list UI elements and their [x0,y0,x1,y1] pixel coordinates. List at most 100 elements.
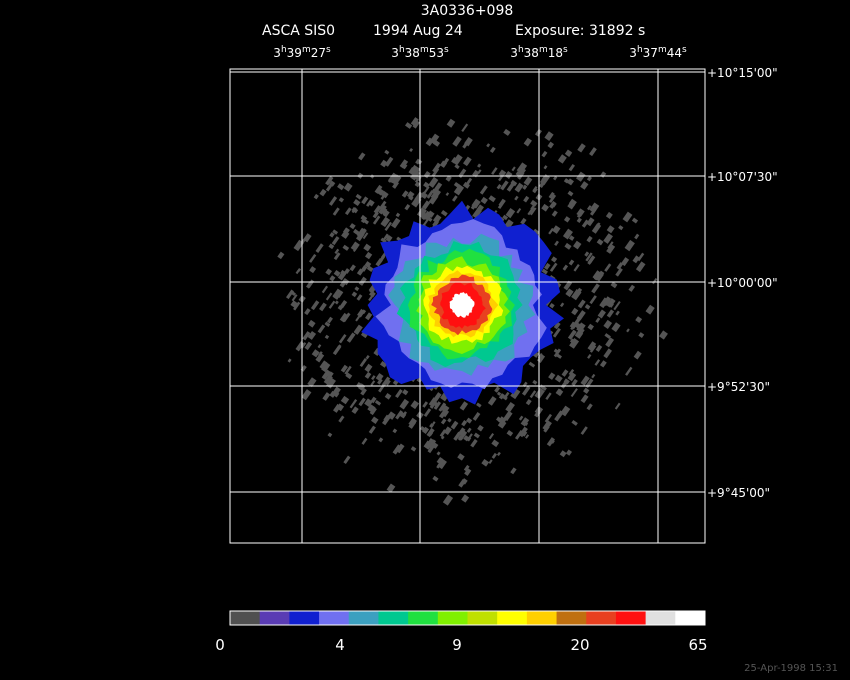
photon-patch [635,316,643,324]
photon-patch [321,369,331,380]
photon-patch [481,458,490,467]
photon-patch [547,141,554,149]
photon-patch [432,401,438,407]
photon-patch [638,332,645,338]
date: 1994 Aug 24 [373,23,463,39]
photon-patch [426,427,435,438]
photon-patch [369,407,377,416]
photon-patch [412,120,420,129]
photon-patch [349,223,356,230]
ra-label-part: 27 [311,46,326,60]
dec-label: +10°07'30" [707,170,778,184]
photon-patch [343,182,353,192]
ra-label-part: m [420,45,429,55]
photon-patch [522,184,528,190]
photon-patch [328,196,338,206]
photon-patch [457,435,463,441]
photon-patch [319,302,327,312]
photon-patch [402,389,409,396]
photon-patch [534,128,542,137]
photon-patch [380,205,386,211]
photon-patch [377,188,385,196]
photon-patch [461,123,469,133]
photon-patch [571,307,579,316]
photon-patch [497,199,506,209]
photon-patch [556,388,562,395]
photon-patch [589,344,597,353]
photon-patch [429,423,435,429]
photon-patch [479,185,488,195]
timestamp: 25-Apr-1998 15:31 [744,663,838,674]
photon-patch [340,395,350,405]
photon-patch [541,176,547,182]
photon-patch [349,399,358,409]
ra-label-part: m [539,45,548,55]
photon-patch [305,281,313,289]
photon-patch [324,321,331,327]
photon-patch [581,219,589,228]
photon-patch [563,280,573,291]
photon-patch [405,122,413,129]
photon-patch [625,366,633,376]
photon-patch [473,432,480,439]
photon-patch [603,348,612,359]
photon-patch [421,218,430,228]
photon-patch [573,317,581,326]
photon-patch [584,304,591,310]
photon-patch [382,415,391,426]
photon-patch [315,243,324,253]
photon-patch [589,147,597,157]
colorbar-swatch [675,611,706,625]
photon-patch [401,190,409,198]
photon-patch [489,146,496,154]
photon-patch [610,281,618,289]
photon-patch [516,207,522,214]
photon-patch [446,118,456,128]
photon-patch [440,418,447,425]
photon-patch [370,396,377,404]
photon-patch [628,284,636,292]
photon-patch [563,378,570,385]
photon-patch [488,459,493,465]
photon-patch [505,401,515,413]
photon-patch [605,337,615,348]
photon-patch [463,464,470,472]
photon-patch [466,417,473,424]
ra-label-part: h [399,45,405,55]
colorbar-label: 65 [688,636,707,654]
photon-patch [408,417,417,427]
photon-patch [373,205,382,215]
photon-patch [545,392,552,400]
photon-patch [633,350,642,360]
photon-patch [432,421,436,425]
photon-patch [334,392,340,398]
photon-patch [470,204,477,210]
photon-patch [595,317,601,323]
photon-patch [580,181,589,190]
photon-patch [454,164,460,170]
photon-patch [319,360,328,370]
photon-patch [604,263,612,272]
photon-patch [520,217,527,225]
photon-patch [340,269,347,276]
photon-patch [423,171,431,179]
photon-patch [427,217,433,222]
photon-patch [585,252,593,262]
photon-patch [365,312,373,321]
photon-patch [514,182,524,193]
photon-patch [506,430,514,437]
photon-patch [336,403,345,412]
photon-patch [589,295,597,305]
photon-patch [550,256,558,263]
photon-patch [416,207,427,218]
photon-patch [459,401,469,411]
photon-patch [591,373,596,379]
photon-patch [302,331,311,341]
photon-patch [567,201,576,210]
photon-patch [359,358,368,368]
photon-patch [381,376,391,387]
photon-patch [576,211,583,219]
ra-label-part: 39 [287,46,302,60]
photon-patch [571,378,578,387]
colorbar-swatch [437,611,468,625]
